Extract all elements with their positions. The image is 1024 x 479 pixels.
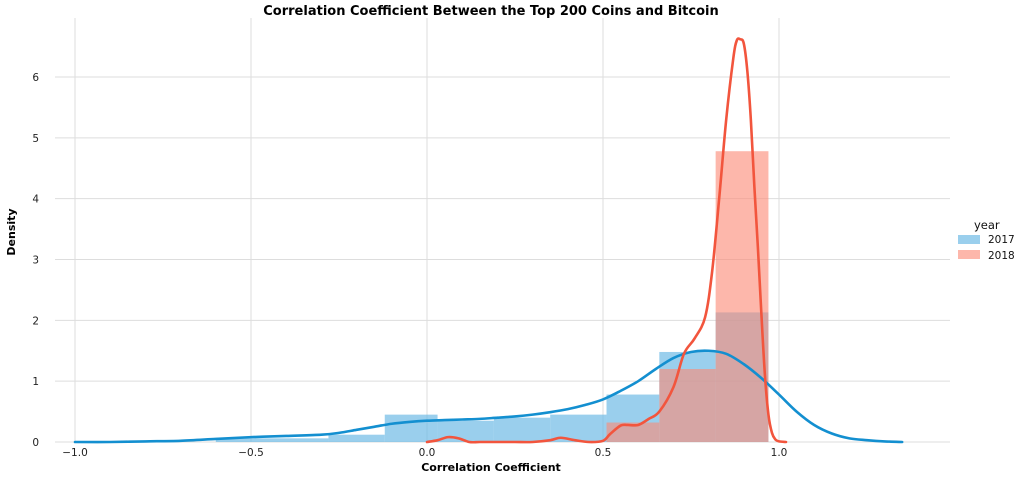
- y-tick-label: 0: [32, 437, 39, 449]
- chart-title: Correlation Coefficient Between the Top …: [263, 4, 718, 19]
- y-axis-label: Density: [5, 208, 18, 255]
- y-tick-label: 6: [32, 72, 39, 84]
- legend: year 2017 2018: [958, 218, 1015, 262]
- histogram-bar-2017: [384, 414, 438, 442]
- x-tick-label: −0.5: [238, 447, 264, 459]
- tick-labels: −1.0 −0.5 0.0 0.5 1.0 0 1 2 3 4 5 6: [32, 72, 787, 459]
- legend-title: year: [974, 218, 1000, 232]
- histogram-bar-2018: [659, 369, 716, 442]
- grid-lines: [55, 18, 950, 443]
- y-tick-label: 4: [32, 194, 39, 206]
- legend-label-2017: 2017: [988, 234, 1015, 246]
- x-tick-label: −1.0: [62, 447, 88, 459]
- y-tick-label: 5: [32, 133, 39, 145]
- histogram-bar-2017: [328, 434, 385, 442]
- histogram-bar-2017: [215, 438, 329, 442]
- density-curve-2017: [73, 349, 904, 444]
- x-tick-label: 0.5: [595, 447, 612, 459]
- y-tick-label: 3: [32, 255, 39, 267]
- legend-swatch-2018: [958, 250, 980, 259]
- x-axis-label: Correlation Coefficient: [421, 461, 561, 474]
- x-tick-label: 1.0: [771, 447, 788, 459]
- legend-label-2018: 2018: [988, 250, 1015, 262]
- density-curves: [73, 37, 904, 444]
- y-tick-label: 2: [32, 315, 39, 327]
- x-tick-label: 0.0: [419, 447, 436, 459]
- y-tick-label: 1: [32, 376, 39, 388]
- histogram-bar-2017: [493, 417, 551, 442]
- density-curve-2018: [425, 37, 788, 444]
- legend-swatch-2017: [958, 235, 980, 244]
- histogram-bars: [215, 151, 769, 442]
